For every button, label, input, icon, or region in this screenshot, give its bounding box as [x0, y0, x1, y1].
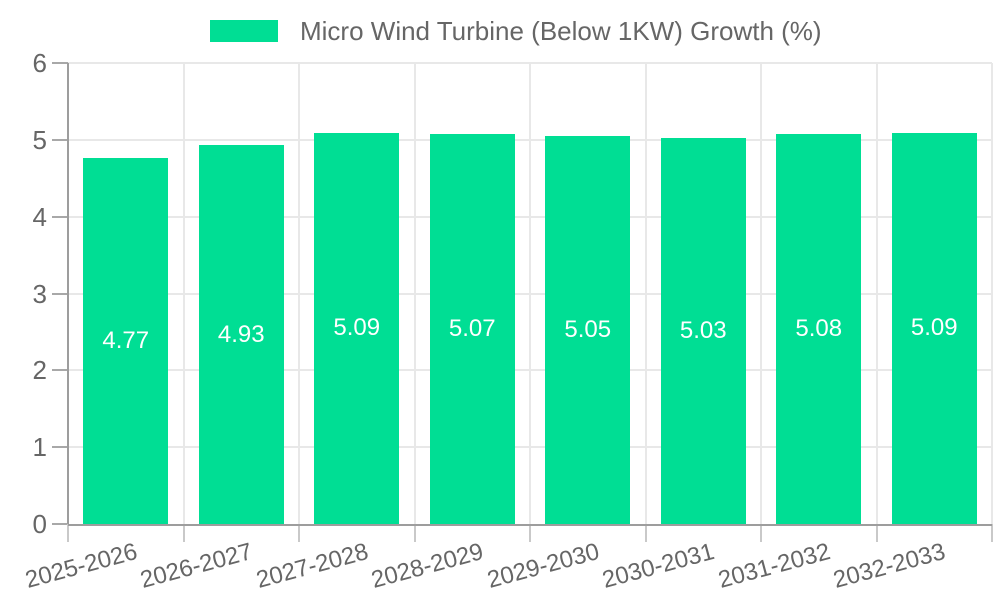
- x-axis-tick: [298, 524, 300, 542]
- x-axis-tick: [182, 524, 185, 542]
- x-axis-line: [68, 524, 992, 526]
- y-axis-tick: [52, 369, 68, 372]
- x-axis-label: 2031-2032: [715, 538, 834, 594]
- y-axis-tick: [52, 292, 68, 295]
- x-axis-label: 2029-2030: [484, 538, 603, 594]
- x-axis-tick: [644, 524, 647, 542]
- x-gridline: [991, 63, 993, 524]
- y-axis-label: 5: [32, 124, 47, 155]
- y-axis-label: 0: [32, 509, 47, 539]
- x-gridline: [875, 63, 878, 524]
- y-axis-line: [67, 63, 69, 524]
- legend-item[interactable]: Micro Wind Turbine (Below 1KW) Growth (%…: [210, 14, 822, 48]
- x-gridline: [298, 63, 300, 524]
- x-axis-label: 2028-2029: [368, 538, 487, 594]
- y-axis-tick: [52, 62, 68, 64]
- bar-value-label: 4.77: [102, 326, 150, 354]
- x-axis-tick: [991, 524, 993, 542]
- bar[interactable]: 4.93: [198, 145, 284, 524]
- x-axis-tick: [529, 524, 531, 542]
- bar[interactable]: 5.03: [660, 137, 746, 524]
- bar-value-label: 5.09: [910, 314, 958, 342]
- bar-value-label: 5.08: [795, 314, 843, 342]
- x-axis-label: 2025-2026: [22, 538, 141, 594]
- legend-swatch: [210, 20, 278, 42]
- y-axis-label: 3: [32, 278, 47, 309]
- y-axis-label: 4: [32, 201, 47, 232]
- x-gridline: [529, 63, 531, 524]
- y-axis-tick: [52, 523, 68, 525]
- x-axis-label: 2032-2033: [830, 538, 949, 594]
- bar-value-label: 5.03: [679, 316, 727, 344]
- x-axis-label: 2026-2027: [137, 538, 256, 594]
- bar-value-label: 4.93: [217, 320, 265, 348]
- bar[interactable]: 5.09: [314, 132, 400, 524]
- bar-value-label: 5.07: [448, 315, 496, 343]
- x-gridline: [760, 63, 762, 524]
- bar-value-label: 5.09: [333, 314, 381, 342]
- y-axis-label: 2: [32, 355, 47, 386]
- x-gridline: [182, 63, 185, 524]
- x-axis-tick: [67, 524, 69, 542]
- bar-value-label: 5.05: [564, 315, 612, 343]
- bar[interactable]: 5.09: [891, 132, 977, 524]
- x-axis-tick: [413, 524, 416, 542]
- x-axis-tick: [760, 524, 762, 542]
- x-axis-tick: [875, 524, 878, 542]
- x-axis-label: 2030-2031: [599, 538, 718, 594]
- y-axis-tick: [52, 215, 68, 218]
- x-gridline: [644, 63, 647, 524]
- bar[interactable]: 5.07: [429, 134, 515, 524]
- y-axis-tick: [52, 446, 68, 449]
- bar[interactable]: 4.77: [83, 157, 169, 524]
- y-axis-label: 6: [32, 48, 47, 78]
- y-axis-tick: [52, 138, 68, 141]
- bar[interactable]: 5.08: [776, 133, 862, 524]
- x-gridline: [413, 63, 416, 524]
- bar[interactable]: 5.05: [545, 135, 631, 524]
- x-axis-label: 2027-2028: [253, 538, 372, 594]
- legend-label: Micro Wind Turbine (Below 1KW) Growth (%…: [300, 16, 822, 46]
- y-axis-label: 1: [32, 432, 47, 463]
